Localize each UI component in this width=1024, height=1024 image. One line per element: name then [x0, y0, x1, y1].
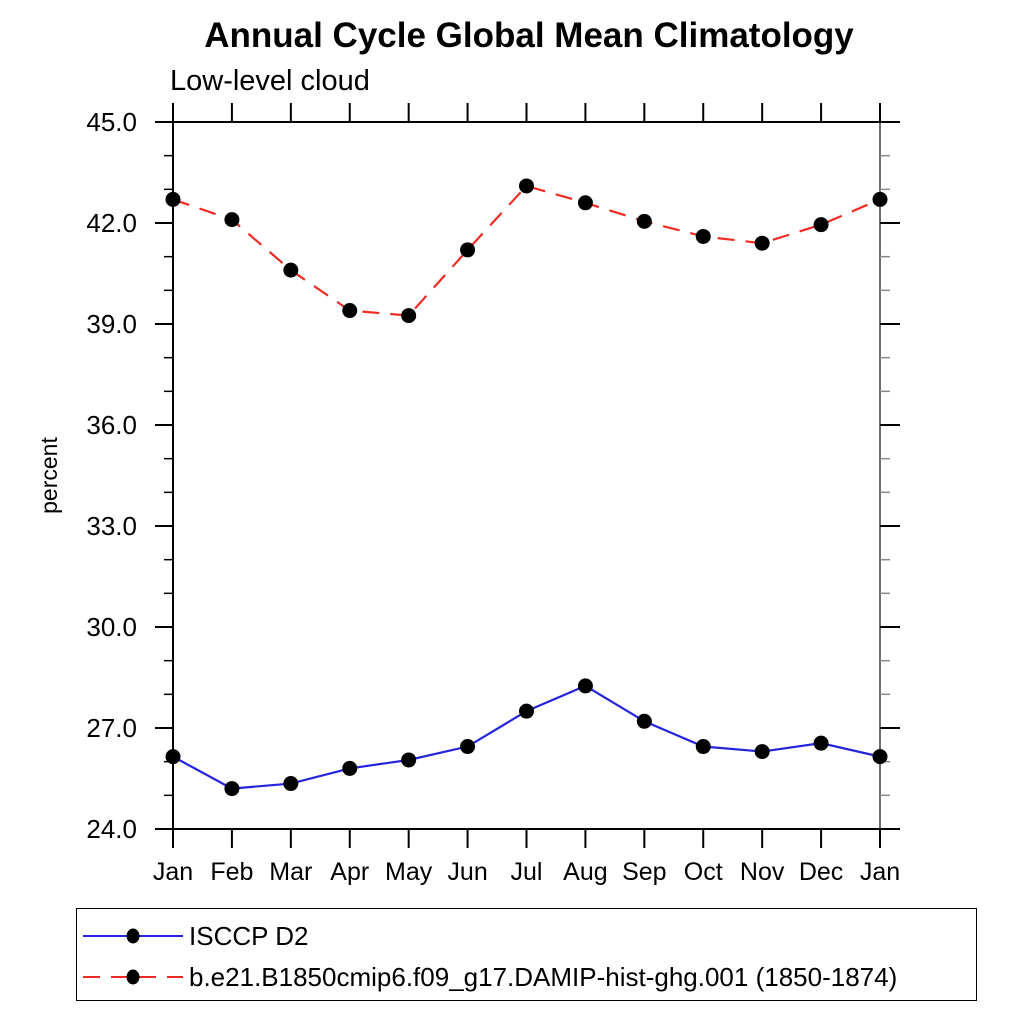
x-tick-label: Jul: [511, 858, 543, 886]
x-tick-label: Jun: [447, 858, 487, 886]
y-tick-label: 33.0: [86, 511, 137, 541]
x-tick-label: Nov: [740, 858, 785, 886]
series-marker-1: [342, 303, 358, 319]
series-marker-1: [577, 195, 593, 211]
legend-label-model: b.e21.B1850cmip6.f09_g17.DAMIP-hist-ghg.…: [189, 962, 898, 992]
series-marker-1: [460, 242, 476, 258]
series-marker-1: [519, 178, 534, 194]
series-marker-0: [224, 781, 240, 797]
x-tick-label: Dec: [799, 858, 843, 886]
x-tick-label: Mar: [269, 858, 312, 886]
x-tick-label: Jan: [860, 858, 900, 886]
chart-title: Annual Cycle Global Mean Climatology: [204, 16, 854, 55]
y-tick-label: 24.0: [86, 814, 137, 844]
legend: ISCCP D2 b.e21.B1850cmip6.f09_g17.DAMIP-…: [76, 908, 977, 1001]
series-marker-1: [872, 191, 888, 207]
series-marker-1: [813, 217, 829, 233]
legend-entry-model: b.e21.B1850cmip6.f09_g17.DAMIP-hist-ghg.…: [77, 962, 898, 992]
series-marker-1: [401, 308, 417, 324]
x-tick-label: Oct: [684, 858, 723, 886]
y-tick-label: 39.0: [86, 309, 137, 339]
series-line-1: [172, 184, 881, 317]
x-tick-label: Apr: [330, 858, 369, 886]
series-marker-0: [577, 678, 593, 694]
series-marker-0: [283, 776, 299, 792]
series-marker-0: [342, 760, 358, 776]
chart-subtitle: Low-level cloud: [170, 65, 370, 97]
series-marker-1: [165, 191, 181, 207]
x-tick-label: Feb: [210, 858, 253, 886]
series-marker-0: [401, 752, 417, 768]
series-line-0: [172, 684, 881, 790]
x-tick-label: May: [385, 858, 433, 886]
series-marker-1: [695, 228, 711, 244]
y-tick-label: 36.0: [86, 410, 137, 440]
series-marker-0: [519, 703, 534, 719]
legend-line-sample-solid: [83, 928, 183, 944]
x-tick-label: Aug: [563, 858, 607, 886]
x-tick-label: Jan: [153, 858, 193, 886]
y-tick-label: 27.0: [86, 713, 137, 743]
series-marker-0: [754, 744, 770, 760]
series-marker-0: [872, 749, 888, 765]
series-marker-0: [165, 749, 181, 765]
y-tick-label: 42.0: [86, 208, 137, 238]
series-marker-1: [636, 213, 652, 229]
x-tick-label: Sep: [622, 858, 666, 886]
series-marker-0: [695, 739, 711, 755]
y-tick-label: 45.0: [86, 107, 137, 137]
series-marker-1: [283, 262, 299, 278]
series-marker-0: [636, 713, 652, 729]
legend-label-isccp: ISCCP D2: [189, 921, 309, 951]
legend-entry-isccp: ISCCP D2: [77, 921, 309, 951]
series-marker-0: [813, 735, 829, 751]
series-marker-1: [754, 235, 770, 251]
y-tick-label: 30.0: [86, 612, 137, 642]
series-marker-1: [224, 212, 240, 228]
legend-line-sample-dashed: [83, 969, 183, 985]
series-marker-0: [460, 739, 476, 755]
y-axis-title: percent: [36, 437, 62, 514]
